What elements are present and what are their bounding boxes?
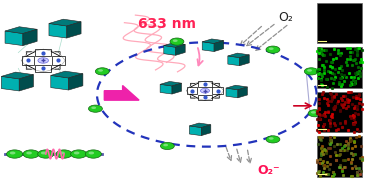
Polygon shape (202, 39, 224, 43)
Polygon shape (49, 23, 67, 38)
Text: O₂⁻: O₂⁻ (258, 164, 280, 177)
Polygon shape (35, 65, 51, 72)
Circle shape (89, 105, 102, 112)
Circle shape (307, 69, 312, 72)
Polygon shape (5, 27, 37, 34)
Circle shape (173, 40, 178, 42)
Polygon shape (190, 126, 201, 136)
Circle shape (41, 152, 46, 154)
Polygon shape (240, 55, 249, 66)
Polygon shape (198, 81, 212, 87)
Text: O₂: O₂ (278, 11, 293, 23)
Polygon shape (164, 46, 176, 55)
Polygon shape (160, 81, 182, 86)
Polygon shape (214, 41, 224, 52)
Circle shape (85, 150, 101, 158)
Polygon shape (187, 87, 198, 94)
Circle shape (7, 150, 23, 158)
Polygon shape (51, 75, 68, 90)
Polygon shape (201, 125, 211, 136)
Polygon shape (226, 85, 247, 90)
Polygon shape (35, 49, 51, 56)
Circle shape (311, 111, 316, 114)
Circle shape (59, 152, 65, 154)
Circle shape (26, 152, 32, 154)
Polygon shape (68, 74, 83, 90)
Circle shape (304, 68, 318, 75)
Polygon shape (5, 31, 23, 46)
Circle shape (201, 88, 209, 93)
Circle shape (10, 152, 15, 154)
Polygon shape (49, 19, 81, 26)
Circle shape (160, 142, 174, 149)
Circle shape (266, 46, 280, 53)
Polygon shape (67, 22, 81, 38)
Circle shape (269, 137, 274, 140)
Polygon shape (172, 83, 182, 94)
Polygon shape (202, 42, 214, 52)
Circle shape (269, 47, 274, 50)
Polygon shape (198, 94, 212, 100)
Circle shape (71, 150, 87, 158)
Circle shape (170, 38, 184, 45)
Polygon shape (1, 76, 19, 91)
Circle shape (89, 152, 94, 154)
Polygon shape (23, 29, 37, 46)
Circle shape (38, 150, 54, 158)
Text: 633 nm: 633 nm (138, 17, 195, 31)
Polygon shape (164, 43, 185, 47)
Polygon shape (176, 44, 185, 55)
Circle shape (98, 69, 103, 72)
Polygon shape (228, 53, 249, 58)
Circle shape (163, 144, 168, 146)
Polygon shape (52, 56, 65, 65)
Polygon shape (160, 84, 172, 94)
Circle shape (56, 150, 72, 158)
Circle shape (266, 136, 280, 143)
Polygon shape (228, 56, 240, 66)
Bar (317, 136, 362, 177)
Circle shape (308, 110, 322, 117)
Circle shape (74, 152, 79, 154)
Bar (317, 3, 362, 43)
Bar (317, 92, 362, 132)
Polygon shape (22, 56, 34, 65)
FancyArrow shape (104, 86, 139, 100)
Polygon shape (19, 75, 34, 91)
Circle shape (96, 68, 109, 75)
Bar (317, 47, 362, 88)
Polygon shape (51, 71, 83, 78)
Circle shape (91, 107, 96, 109)
Polygon shape (212, 87, 223, 94)
Circle shape (23, 150, 39, 158)
Circle shape (38, 58, 48, 63)
Polygon shape (238, 87, 247, 98)
Polygon shape (190, 123, 211, 128)
Polygon shape (1, 72, 34, 79)
Polygon shape (226, 88, 238, 98)
